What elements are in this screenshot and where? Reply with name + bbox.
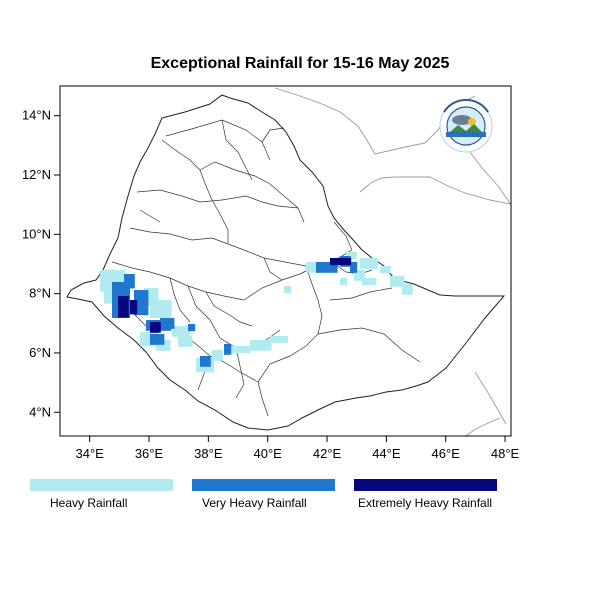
- y-axis: 4°N 6°N 8°N 10°N 12°N 14°N: [22, 108, 60, 419]
- rainfall-cell: [118, 296, 129, 318]
- rainfall-cell: [150, 300, 172, 318]
- x-tick-label: 46°E: [432, 446, 461, 461]
- rainfall-cell: [134, 290, 149, 316]
- y-tick-label: 14°N: [22, 108, 51, 123]
- rainfall-cell: [224, 344, 232, 355]
- y-tick-label: 12°N: [22, 167, 51, 182]
- x-tick-label: 38°E: [194, 446, 223, 461]
- rainfall-cell: [230, 346, 241, 354]
- x-tick-label: 40°E: [254, 446, 283, 461]
- rainfall-cell: [380, 266, 391, 274]
- rainfall-cell: [200, 356, 211, 367]
- rainfall-cell: [346, 252, 357, 260]
- rainfall-cell: [124, 274, 135, 289]
- x-axis: 34°E 36°E 38°E 40°E 42°E 44°E 46°E 48°E: [75, 436, 520, 461]
- map-title: Exceptional Rainfall for 15-16 May 2025: [150, 55, 450, 72]
- rainfall-cell: [212, 350, 223, 361]
- rainfall-cell: [150, 334, 165, 345]
- rainfall-cell: [130, 300, 138, 315]
- y-tick-label: 10°N: [22, 226, 51, 241]
- y-tick-label: 6°N: [29, 345, 51, 360]
- legend-label-very-heavy: Very Heavy Rainfall: [202, 496, 307, 510]
- x-tick-label: 48°E: [491, 446, 520, 461]
- rainfall-layer: [100, 252, 413, 373]
- meteorology-institute-logo: [439, 98, 493, 153]
- legend-swatch-heavy: [30, 479, 173, 491]
- rainfall-cell: [350, 262, 358, 273]
- country-outline: [66, 94, 506, 431]
- rainfall-cell: [284, 286, 292, 294]
- rainfall-cell: [172, 326, 190, 337]
- x-tick-label: 42°E: [313, 446, 342, 461]
- rainfall-cell: [160, 318, 175, 329]
- y-tick-label: 8°N: [29, 286, 51, 301]
- legend-swatch-very-heavy: [192, 479, 335, 491]
- rainfall-cell: [236, 346, 251, 354]
- legend-swatch-extremely-heavy: [354, 479, 497, 491]
- rainfall-cell: [362, 278, 377, 286]
- map-frame: [59, 85, 512, 437]
- x-tick-label: 44°E: [372, 446, 401, 461]
- rainfall-cell: [340, 278, 348, 286]
- rainfall-cell: [316, 262, 338, 273]
- rainfall-cell: [402, 284, 413, 295]
- rainfall-cell: [306, 262, 317, 273]
- rainfall-cell: [354, 270, 365, 281]
- legend-label-heavy: Heavy Rainfall: [50, 496, 128, 510]
- rainfall-cell: [270, 336, 288, 344]
- legend-label-extremely-heavy: Extremely Heavy Rainfall: [358, 496, 493, 510]
- y-tick-label: 4°N: [29, 404, 51, 419]
- rainfall-cell: [156, 340, 171, 351]
- rainfall-cell: [178, 336, 193, 347]
- rainfall-cell: [188, 324, 196, 332]
- rainfall-cell: [390, 276, 405, 287]
- x-tick-label: 36°E: [135, 446, 164, 461]
- rainfall-cell: [360, 258, 378, 269]
- rainfall-cell: [150, 322, 161, 333]
- rainfall-cell: [344, 258, 352, 266]
- x-tick-label: 34°E: [75, 446, 104, 461]
- rainfall-cell: [330, 258, 345, 266]
- rainfall-cell: [250, 340, 272, 351]
